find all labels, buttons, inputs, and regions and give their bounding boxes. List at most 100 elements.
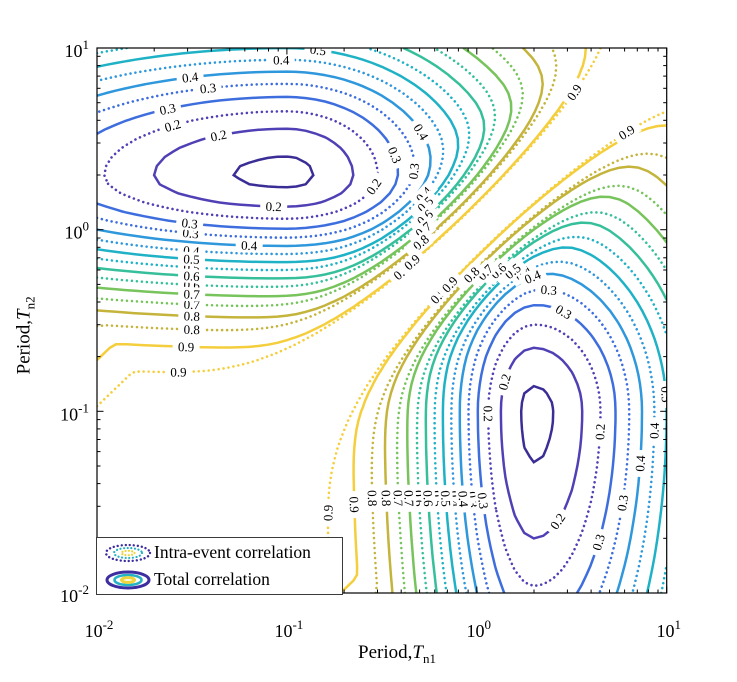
- contour-label: 0.5: [438, 484, 454, 513]
- intra-event-contour-0.5: [660, 562, 667, 593]
- contour-label: 0.2: [203, 125, 234, 146]
- svg-text:0.6: 0.6: [420, 490, 436, 508]
- total-contour-0.7: [97, 48, 513, 298]
- contour-label: 0.8: [378, 484, 394, 512]
- svg-text:0.3: 0.3: [385, 145, 405, 166]
- total-contour-0.8: [383, 165, 667, 593]
- contour-label: 0.7: [401, 484, 417, 513]
- intra-event-contour-0.5: [97, 48, 129, 55]
- contour-label: 0.3: [548, 298, 579, 325]
- intra-event-contour-0.9: [291, 109, 667, 593]
- contour-label: 0.4: [517, 265, 548, 289]
- contour-label: 0.3: [613, 488, 632, 518]
- legend: Intra-event correlation Total correlatio…: [96, 537, 343, 595]
- svg-text:0.8: 0.8: [365, 490, 381, 507]
- svg-text:0.2: 0.2: [163, 116, 183, 135]
- contour-label: 0.3: [175, 214, 204, 232]
- y-axis-title-var: T: [13, 309, 35, 321]
- y-axis-title-text: Period,: [13, 320, 35, 375]
- x-axis-title-var: T: [412, 642, 423, 663]
- y-tick-label-10e-2: 10-2: [60, 582, 89, 606]
- contour-label: 0.9: [347, 490, 363, 519]
- intra-event-contour-0.8: [370, 152, 667, 593]
- dotted-contour-icon: [104, 543, 152, 562]
- svg-text:0.4: 0.4: [646, 422, 662, 439]
- x-tick-label-10e0: 100: [467, 617, 492, 641]
- contour-label: 0.2: [494, 367, 515, 397]
- contour-label: 0.5: [303, 41, 333, 59]
- contour-label: 0.3: [534, 282, 563, 298]
- intra-event-contour-0.4: [97, 58, 445, 256]
- total-contour-0.4: [97, 70, 432, 248]
- svg-text:0.5: 0.5: [309, 41, 327, 58]
- contour-label: 0.6: [420, 484, 436, 513]
- contour-label: 0.9: [320, 499, 336, 527]
- svg-text:0.6: 0.6: [183, 268, 201, 284]
- svg-text:0.8: 0.8: [183, 308, 200, 324]
- svg-text:0.3: 0.3: [405, 162, 422, 180]
- svg-text:0.9: 0.9: [347, 496, 363, 513]
- contour-label: 0.3: [152, 99, 183, 119]
- x-tick-label-10e-1: 10-1: [274, 617, 303, 641]
- contour-label: 0.4: [632, 449, 648, 478]
- contour-label: 0.9: [172, 339, 200, 354]
- svg-text:0.2: 0.2: [592, 423, 608, 440]
- contour-label: 0.7: [177, 286, 206, 302]
- total-contour-0.9: [339, 124, 667, 593]
- svg-text:0.7: 0.7: [401, 490, 417, 507]
- intra-event-contour-0.7: [395, 184, 667, 593]
- contour-label: 0.2: [481, 400, 496, 428]
- legend-item-total: Total correlation: [102, 567, 342, 593]
- x-tick-label-10e1: 101: [656, 617, 681, 641]
- contour-label: 0.2: [259, 199, 288, 214]
- y-axis-title: Period,Tn2: [14, 215, 39, 455]
- total-contour-0.15: [519, 384, 555, 464]
- plot-frame: [96, 47, 668, 594]
- svg-text:0.3: 0.3: [181, 215, 199, 232]
- svg-text:0.3: 0.3: [614, 494, 631, 512]
- y-tick-label-10e-1: 10-1: [60, 400, 89, 424]
- svg-text:0.5: 0.5: [183, 251, 200, 267]
- svg-text:0.9: 0.9: [320, 505, 335, 521]
- intra-event-contour-0.5: [97, 48, 471, 272]
- svg-text:0.7: 0.7: [183, 286, 200, 302]
- intra-event-contour-0.2: [486, 323, 602, 588]
- x-axis-title-text: Period,: [358, 642, 413, 663]
- svg-text:0.4: 0.4: [455, 490, 471, 508]
- legend-item-intra-event: Intra-event correlation: [102, 540, 342, 566]
- total-contour-0.9: [97, 48, 588, 361]
- svg-text:0.4: 0.4: [410, 121, 431, 143]
- contour-label: 0.3: [405, 156, 423, 186]
- intra-event-contour-0.4: [449, 260, 656, 593]
- svg-text:0.2: 0.2: [495, 372, 514, 392]
- intra-event-contour-0.7: [97, 48, 525, 308]
- contour-label: 0.4: [267, 52, 295, 67]
- contour-label: 0.9: [611, 119, 642, 146]
- svg-text:0.3: 0.3: [475, 492, 492, 510]
- total-contour-0.2: [499, 346, 584, 540]
- contour-label: 0.9: [164, 364, 193, 380]
- svg-text:0.3: 0.3: [553, 301, 575, 322]
- y-axis-title-sub: n2: [22, 296, 38, 310]
- total-contour-0.5: [97, 48, 460, 264]
- svg-text:0.2: 0.2: [481, 405, 496, 421]
- axis-ticks: [96, 47, 668, 594]
- svg-text:0.3: 0.3: [158, 100, 177, 118]
- svg-text:0.9: 0.9: [170, 364, 186, 379]
- intra-event-contour-0.3: [467, 288, 631, 593]
- y-tick-label-10e1: 101: [65, 37, 90, 61]
- contour-label: 0.3: [474, 486, 492, 515]
- total-contour-0.5: [441, 246, 667, 593]
- contour-label: 0.4: [235, 238, 263, 254]
- contour-label: 0.4: [455, 484, 472, 514]
- svg-text:0.4: 0.4: [241, 238, 258, 254]
- contour-label: 0.2: [157, 114, 188, 137]
- svg-text:0.4: 0.4: [273, 52, 290, 67]
- contour-label: 0.8: [178, 322, 206, 337]
- svg-text:0.2: 0.2: [209, 127, 228, 145]
- contour-label: 0.4: [408, 116, 435, 148]
- total-contour-0.15: [231, 155, 315, 189]
- contour-labels: 0.20.20.20.20.30.30.30.30.30.30.40.40.40…: [152, 41, 667, 558]
- svg-text:0.4: 0.4: [181, 69, 200, 86]
- contour-label: 0.3: [193, 79, 223, 97]
